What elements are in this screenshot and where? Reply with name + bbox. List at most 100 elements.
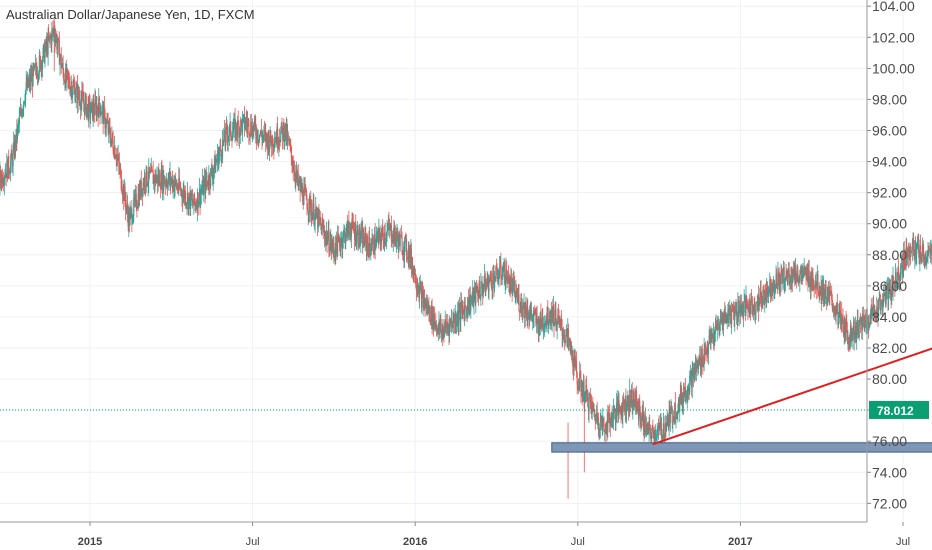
candle-body — [760, 291, 762, 298]
candle-body — [44, 49, 46, 63]
candle-body — [304, 186, 306, 191]
candle-body — [532, 316, 534, 318]
candle-body — [921, 253, 923, 261]
candle-body — [383, 241, 385, 245]
candle-body — [811, 277, 813, 283]
candle-body — [56, 36, 58, 50]
candle-body — [593, 410, 595, 411]
candle-body — [319, 217, 321, 223]
candle-body — [393, 230, 395, 243]
candle-body — [39, 55, 41, 58]
support-zone[interactable] — [551, 442, 932, 453]
candle-body — [658, 422, 660, 427]
candle-body — [912, 240, 914, 243]
candle-body — [83, 102, 85, 105]
candle-body — [65, 68, 67, 80]
candle-body — [616, 399, 618, 404]
candle-body — [151, 170, 154, 172]
candle-body — [844, 321, 847, 340]
candle-body — [45, 40, 47, 49]
candle-body — [369, 246, 371, 255]
candle-body — [774, 288, 776, 292]
candle-body — [627, 395, 630, 410]
y-tick-label: 100.00 — [872, 60, 915, 76]
candle-body — [275, 138, 277, 144]
candle-body — [833, 307, 835, 311]
candle-body — [647, 423, 649, 425]
candle-body — [669, 411, 671, 423]
trend-line[interactable] — [652, 267, 932, 446]
candle-body — [642, 411, 645, 429]
candle-body — [345, 226, 347, 238]
candle-body — [357, 229, 359, 233]
candle-body — [146, 184, 149, 186]
candle-body — [69, 86, 71, 94]
candle-body — [108, 122, 110, 128]
candle-body — [77, 88, 79, 104]
candle-body — [563, 335, 565, 338]
candle-body — [282, 128, 284, 140]
candle-body — [634, 401, 636, 405]
candle-body — [174, 178, 176, 186]
candle-body — [167, 179, 169, 189]
candle-body — [481, 281, 483, 289]
candle-body — [781, 271, 783, 274]
candle-body — [644, 414, 646, 433]
candle-body — [327, 229, 329, 239]
candle-body — [672, 416, 675, 422]
candle-body — [540, 322, 543, 328]
candle-body — [782, 269, 784, 284]
candle-body — [634, 392, 636, 405]
candle-body — [909, 245, 912, 254]
candle-body — [320, 222, 322, 224]
candle-body — [879, 305, 882, 311]
candle-body — [220, 145, 222, 151]
candle-body — [130, 209, 132, 211]
candle-body — [701, 348, 703, 366]
candle-body — [668, 411, 670, 430]
candle-body — [185, 193, 187, 205]
candle-body — [227, 137, 229, 142]
candle-body — [354, 225, 356, 240]
candle-body — [90, 103, 92, 114]
candle-body — [843, 331, 845, 336]
candle-body — [5, 172, 7, 178]
candle-body — [497, 277, 499, 282]
candle-body — [607, 411, 609, 433]
candle-body — [197, 192, 199, 208]
candle-body — [143, 176, 145, 187]
candle-body — [923, 251, 925, 261]
candle-body — [414, 268, 416, 276]
candle-body — [238, 124, 240, 138]
candle-body — [235, 122, 237, 138]
candle-body — [267, 139, 269, 151]
candle-body — [165, 182, 167, 185]
candle-body — [539, 328, 541, 335]
candle-body — [814, 284, 816, 286]
candle-body — [799, 273, 801, 275]
candle-body — [516, 295, 518, 300]
candle-body — [202, 180, 204, 196]
candle-body — [197, 192, 199, 211]
candle-body — [811, 274, 813, 283]
candle-body — [275, 138, 277, 143]
candle-body — [874, 313, 877, 318]
candle-body — [614, 408, 616, 410]
candle-body — [871, 306, 873, 317]
candle-body — [573, 356, 575, 372]
candle-body — [743, 300, 745, 312]
candle-body — [424, 299, 426, 308]
candle-body — [829, 291, 832, 294]
candle-body — [596, 412, 598, 417]
candle-body — [177, 185, 179, 190]
candle-body — [172, 178, 174, 190]
candle-body — [223, 130, 226, 142]
candle-body — [894, 272, 897, 289]
candle-body — [169, 173, 171, 182]
candle-body — [773, 280, 775, 293]
candle-body — [820, 285, 822, 295]
candle-body — [342, 232, 344, 243]
candle-body — [225, 126, 227, 143]
candle-body — [867, 316, 869, 324]
